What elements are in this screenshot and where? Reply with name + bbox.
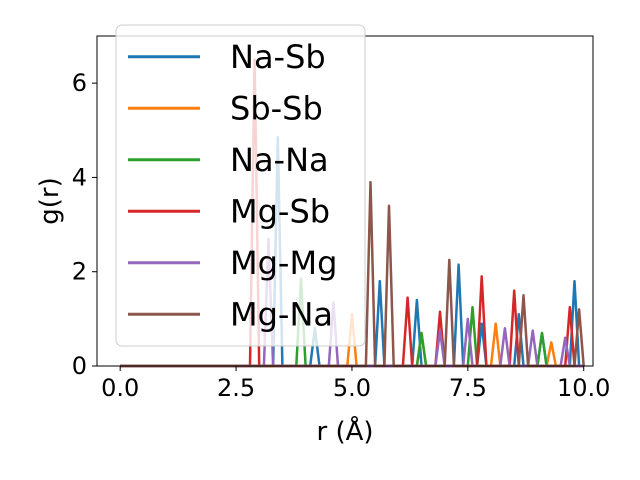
x-tick-label: 0.0 xyxy=(101,374,139,402)
y-tick-label: 4 xyxy=(72,163,87,191)
legend-box xyxy=(115,24,366,347)
x-tick-label: 10.0 xyxy=(557,374,610,402)
y-axis-label: g(r) xyxy=(35,177,65,224)
x-tick-label: 2.5 xyxy=(217,374,255,402)
legend-label: Mg-Na xyxy=(230,295,333,333)
legend-label: Na-Na xyxy=(230,141,329,179)
legend-label: Mg-Sb xyxy=(230,192,330,230)
x-tick-label: 7.5 xyxy=(449,374,487,402)
legend-label: Na-Sb xyxy=(230,38,326,76)
legend-label: Mg-Mg xyxy=(230,244,337,282)
y-axis: 0 2 4 6 xyxy=(72,69,97,380)
legend: Na-Sb Sb-Sb Na-Na Mg-Sb Mg-Mg Mg-Na xyxy=(115,24,366,347)
y-tick-label: 6 xyxy=(72,69,87,97)
x-axis: 0.0 2.5 5.0 7.5 10.0 xyxy=(101,366,610,402)
y-tick-label: 2 xyxy=(72,258,87,286)
y-tick-label: 0 xyxy=(72,352,87,380)
x-tick-label: 5.0 xyxy=(333,374,371,402)
x-axis-label: r (Å) xyxy=(316,415,373,447)
legend-label: Sb-Sb xyxy=(230,89,323,127)
